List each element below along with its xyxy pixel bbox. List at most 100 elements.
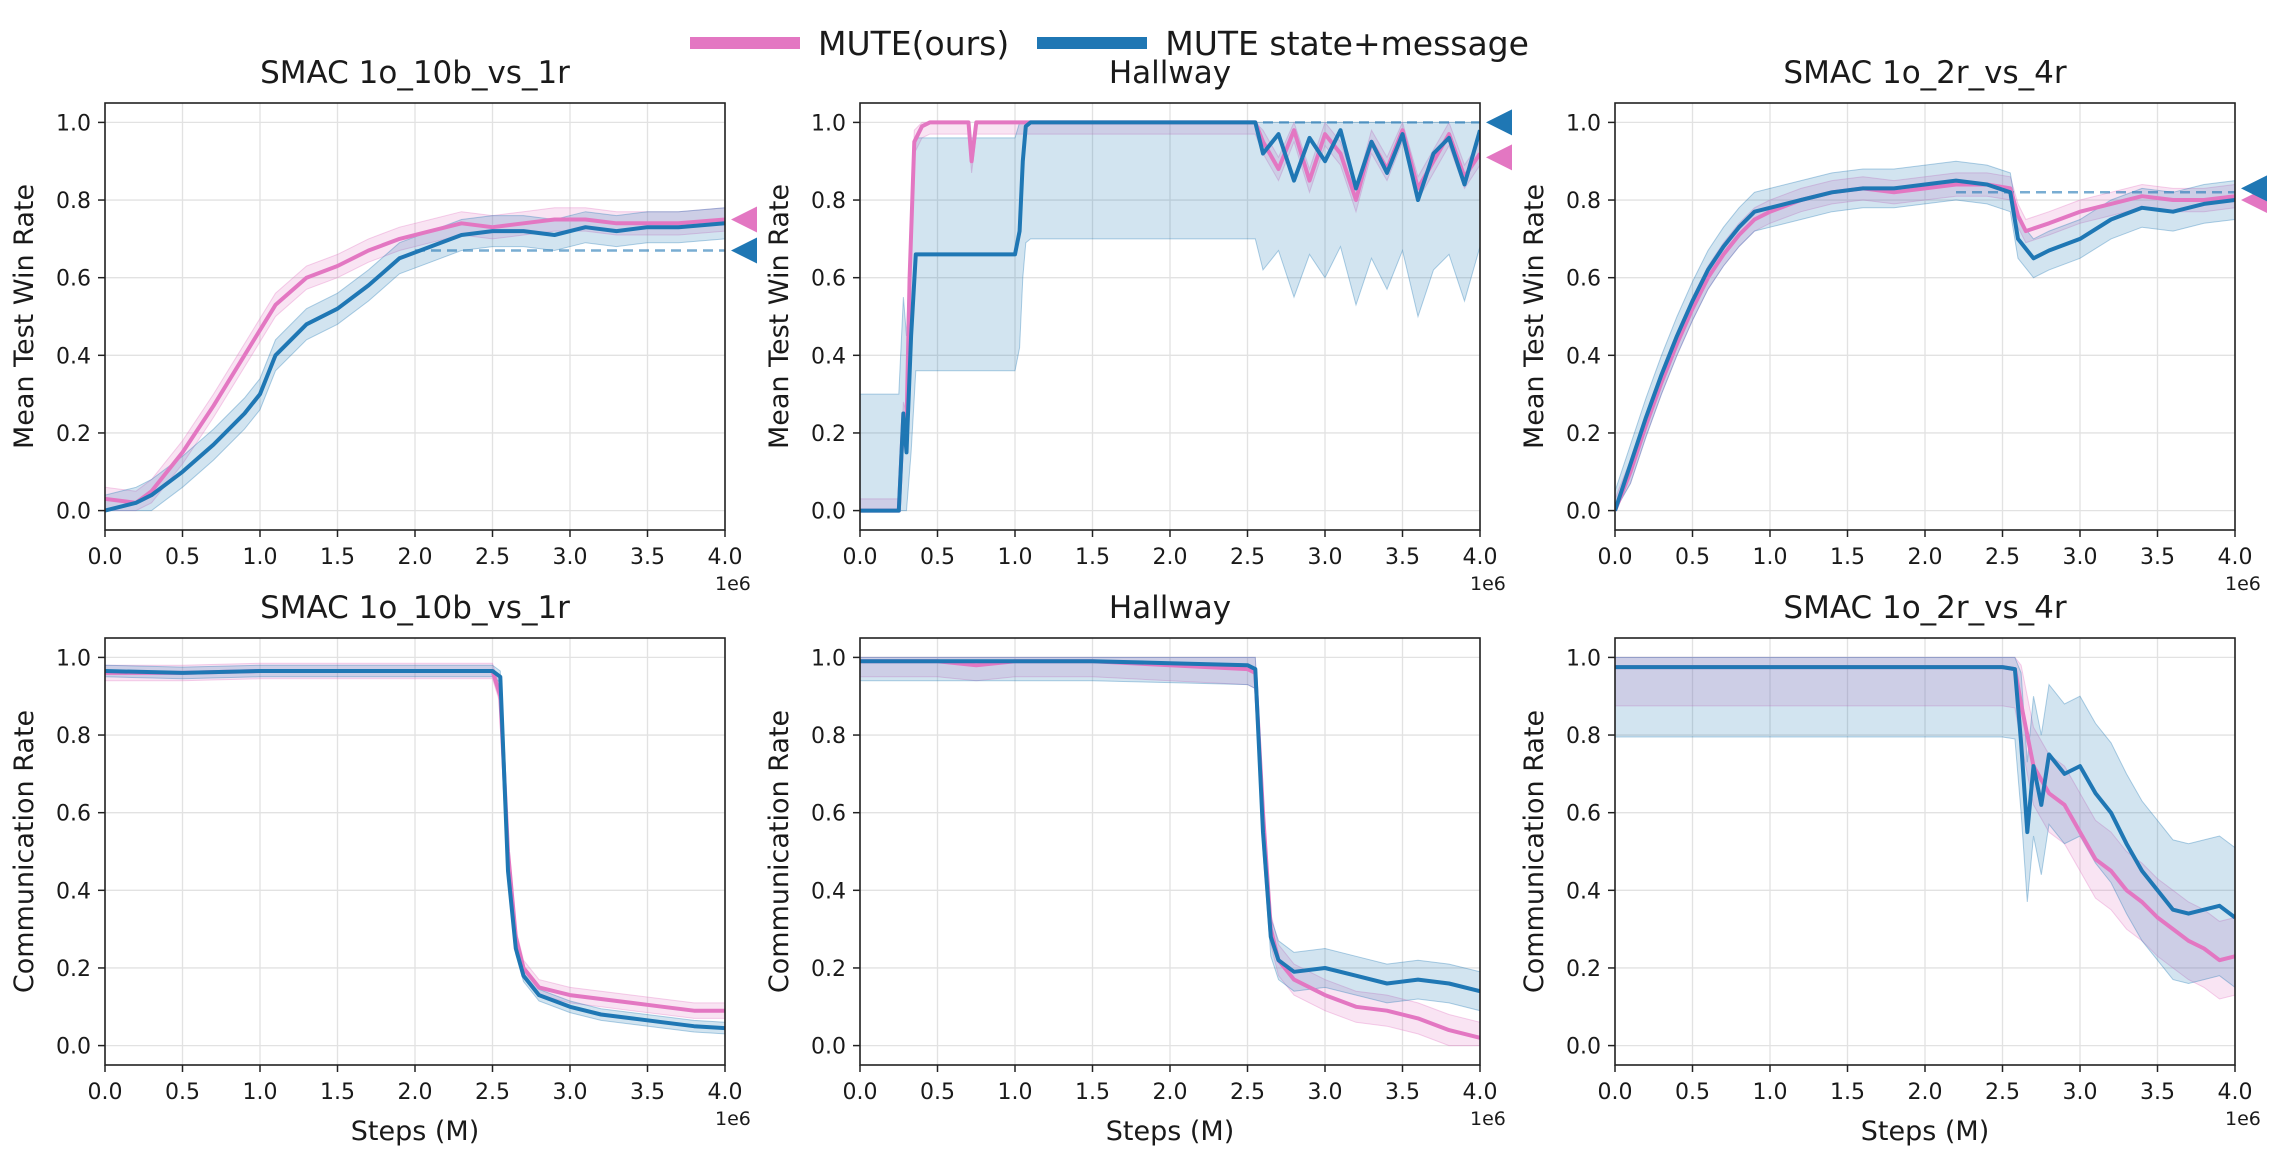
series-line-mute-ours- — [105, 217, 725, 505]
y-tick-label: 0.8 — [1566, 189, 1601, 214]
x-tick-label: 1.5 — [1830, 545, 1865, 570]
y-tick-label: 0.6 — [56, 802, 91, 827]
x-tick-label: 2.5 — [1230, 1080, 1265, 1105]
series-band — [105, 662, 725, 1019]
y-tick-label: 0.8 — [56, 189, 91, 214]
y-tick-label: 0.2 — [1566, 422, 1601, 447]
y-tick-label: 0.6 — [811, 802, 846, 827]
x-tick-label: 0.5 — [1675, 545, 1710, 570]
x-tick-label: 1.0 — [243, 545, 278, 570]
plot-area — [860, 656, 1480, 1047]
chart-title: Hallway — [1109, 55, 1231, 91]
series-band — [1615, 172, 2235, 512]
y-tick-label: 0.2 — [1566, 957, 1601, 982]
y-tick-label: 0.0 — [56, 500, 91, 525]
legend-swatch-blue — [1037, 37, 1148, 49]
y-tick-label: 1.0 — [811, 111, 846, 136]
x-tick-label: 0.0 — [843, 1080, 878, 1105]
y-axis-label: Communication Rate — [764, 710, 795, 993]
x-tick-label: 1.0 — [998, 545, 1033, 570]
x-tick-label: 4.0 — [2218, 545, 2253, 570]
x-tick-label: 1.5 — [1830, 1080, 1865, 1105]
x-tick-label: 1.5 — [320, 545, 355, 570]
series-line-mute-state-message — [105, 221, 725, 513]
x-tick-label: 3.5 — [2140, 1080, 2175, 1105]
y-tick-label: 0.8 — [1566, 724, 1601, 749]
series-band — [860, 656, 1480, 1012]
y-tick-label: 1.0 — [1566, 111, 1601, 136]
x-tick-label: 1.0 — [998, 1080, 1033, 1105]
chart-title: SMAC 1o_2r_vs_4r — [1783, 55, 2066, 91]
x-tick-label: 2.0 — [1908, 1080, 1943, 1105]
x-tick-label: 0.5 — [1675, 1080, 1710, 1105]
y-axis-label: Mean Test Win Rate — [1519, 184, 1550, 449]
y-tick-label: 0.2 — [56, 957, 91, 982]
y-tick-label: 0.4 — [56, 879, 91, 904]
x-axis-label: Steps (M) — [1106, 1116, 1235, 1147]
y-tick-label: 1.0 — [56, 111, 91, 136]
chart-title: SMAC 1o_10b_vs_1r — [260, 590, 570, 626]
x-tick-label: 2.0 — [1908, 545, 1943, 570]
x-tick-label: 2.5 — [1985, 545, 2020, 570]
x-tick-label: 3.5 — [1385, 1080, 1420, 1105]
y-tick-label: 0.6 — [811, 267, 846, 292]
end-marker-icon — [731, 237, 757, 264]
x-tick-label: 3.0 — [1308, 1080, 1343, 1105]
y-tick-label: 0.4 — [811, 879, 846, 904]
y-tick-label: 0.0 — [1566, 500, 1601, 525]
x-tick-label: 0.0 — [843, 545, 878, 570]
chart-title: SMAC 1o_10b_vs_1r — [260, 55, 570, 91]
end-marker-icon — [2241, 175, 2267, 202]
legend-label: MUTE state+message — [1165, 23, 1529, 63]
y-axis-label: Communication Rate — [1519, 710, 1550, 993]
y-tick-label: 1.0 — [1566, 646, 1601, 671]
x-tick-label: 3.0 — [553, 1080, 588, 1105]
x-tick-label: 2.5 — [475, 545, 510, 570]
series-line-mute-state-message — [1615, 665, 2235, 920]
series-line-mute-state-message — [860, 659, 1480, 994]
x-tick-label: 0.5 — [165, 1080, 200, 1105]
y-tick-label: 0.0 — [1566, 1035, 1601, 1060]
series-line-mute-state-message — [105, 669, 725, 1031]
chart-panel-1: 0.0 0.5 1.0 1.5 2.0 2.5 3.0 3.5 4.0 0.0 0.2 0.4 0.6 0… — [9, 55, 757, 595]
series-band — [1615, 656, 2235, 989]
x-tick-label: 1.5 — [1075, 545, 1110, 570]
y-tick-label: 0.2 — [811, 957, 846, 982]
y-tick-label: 0.6 — [1566, 267, 1601, 292]
end-marker-icon — [1486, 144, 1512, 171]
series-line-mute-state-message — [1615, 178, 2235, 512]
y-tick-label: 1.0 — [811, 646, 846, 671]
series-band — [105, 664, 725, 1035]
chart-panel-2: 0.0 0.5 1.0 1.5 2.0 2.5 3.0 3.5 4.0 0.0 0.2 0.4 0.6 0… — [764, 55, 1512, 595]
chart-panel-6: 0.0 0.5 1.0 1.5 2.0 2.5 3.0 3.5 4.0 0.0 0.2 0.4 0.6 0… — [1519, 590, 2261, 1147]
x-tick-label: 1.5 — [1075, 1080, 1110, 1105]
x-tick-label: 1.0 — [1753, 1080, 1788, 1105]
y-axis-label: Mean Test Win Rate — [9, 184, 40, 449]
series-band — [1615, 656, 2235, 1000]
x-tick-label: 2.0 — [398, 545, 433, 570]
x-tick-label: 2.5 — [1230, 545, 1265, 570]
chart-panel-3: 0.0 0.5 1.0 1.5 2.0 2.5 3.0 3.5 4.0 0.0 0.2 0.4 0.6 0… — [1519, 55, 2267, 595]
legend: MUTE(ours) MUTE state+message — [690, 16, 1529, 70]
x-tick-label: 1.0 — [243, 1080, 278, 1105]
chart-title: SMAC 1o_2r_vs_4r — [1783, 590, 2066, 626]
x-tick-label: 2.5 — [475, 1080, 510, 1105]
plot-area — [860, 120, 1480, 513]
y-tick-label: 0.8 — [811, 189, 846, 214]
x-tick-label: 4.0 — [1463, 1080, 1498, 1105]
chart-panel-5: 0.0 0.5 1.0 1.5 2.0 2.5 3.0 3.5 4.0 0.0 0.2 0.4 0.6 0… — [764, 590, 1506, 1147]
y-axis-label: Mean Test Win Rate — [764, 184, 795, 449]
plot-area — [105, 207, 725, 513]
x-offset-label: 1e6 — [715, 1108, 751, 1130]
end-marker-icon — [1486, 109, 1512, 136]
y-tick-label: 0.0 — [811, 500, 846, 525]
x-axis-label: Steps (M) — [351, 1116, 480, 1147]
x-tick-label: 1.0 — [1753, 545, 1788, 570]
x-tick-label: 0.0 — [88, 545, 123, 570]
legend-label: MUTE(ours) — [818, 23, 1010, 63]
x-tick-label: 0.5 — [920, 1080, 955, 1105]
x-tick-label: 0.5 — [165, 545, 200, 570]
x-tick-label: 3.5 — [1385, 545, 1420, 570]
chart-title: Hallway — [1109, 590, 1231, 626]
y-tick-label: 0.4 — [811, 344, 846, 369]
